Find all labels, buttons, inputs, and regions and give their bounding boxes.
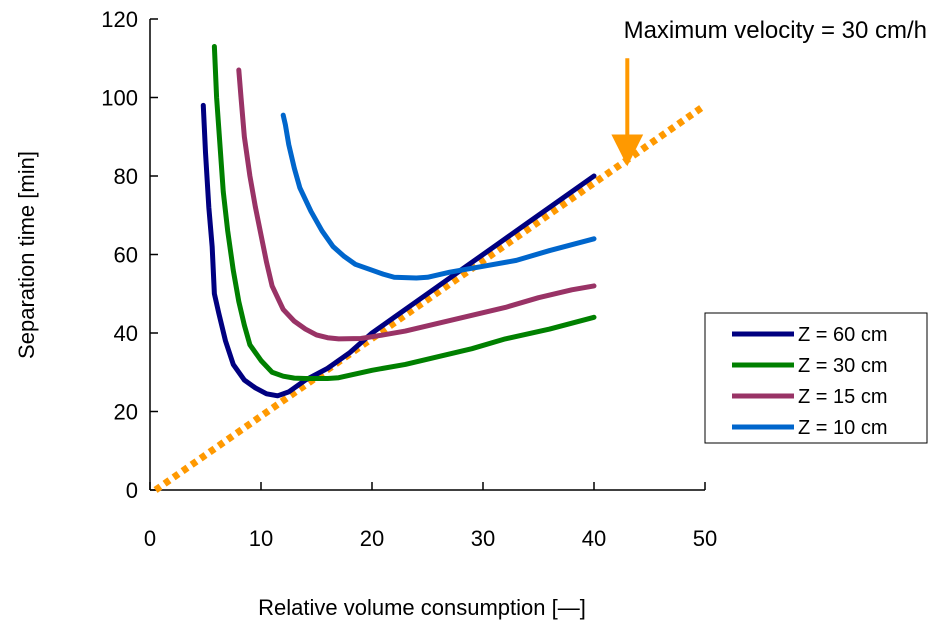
legend-items: Z = 60 cm Z = 30 cm Z = 15 cm Z = 10 cm: [732, 324, 887, 439]
x-tick-label: 50: [693, 526, 717, 551]
series-lines: [200, 43, 597, 399]
series-line-3: [236, 67, 597, 342]
x-tick-label: 20: [360, 526, 384, 551]
y-axis-title: Separation time [min]: [14, 151, 39, 359]
y-tick-label: 0: [126, 478, 138, 503]
series-line-1: [200, 102, 597, 399]
x-tick-label: 30: [471, 526, 495, 551]
reference-line-group: [153, 102, 708, 493]
series-line-4: [280, 112, 597, 281]
series-line-2: [211, 43, 597, 382]
tick-labels: 0 20 40 60 80 100 120 0 10 20 30 40 50: [101, 7, 717, 551]
y-tick-label: 120: [101, 7, 138, 32]
legend-entry: Z = 60 cm: [798, 324, 887, 346]
legend-entry: Z = 15 cm: [798, 386, 887, 408]
y-tick-label: 80: [114, 164, 138, 189]
legend: Z = 60 cm Z = 30 cm Z = 15 cm Z = 10 cm: [704, 312, 928, 444]
y-tick-label: 100: [101, 86, 138, 111]
x-axis-title: Relative volume consumption [—]: [258, 595, 586, 620]
legend-entry: Z = 30 cm: [798, 355, 887, 377]
x-tick-label: 0: [144, 526, 156, 551]
reference-line-max-velocity: [153, 102, 708, 493]
x-tick-label: 10: [249, 526, 273, 551]
tick-marks: [149, 18, 706, 491]
x-tick-label: 40: [582, 526, 606, 551]
legend-entry: Z = 10 cm: [798, 417, 887, 439]
y-tick-label: 60: [114, 243, 138, 268]
y-tick-label: 20: [114, 400, 138, 425]
y-tick-label: 40: [114, 321, 138, 346]
annotation-label: Maximum velocity = 30 cm/h: [624, 17, 927, 44]
